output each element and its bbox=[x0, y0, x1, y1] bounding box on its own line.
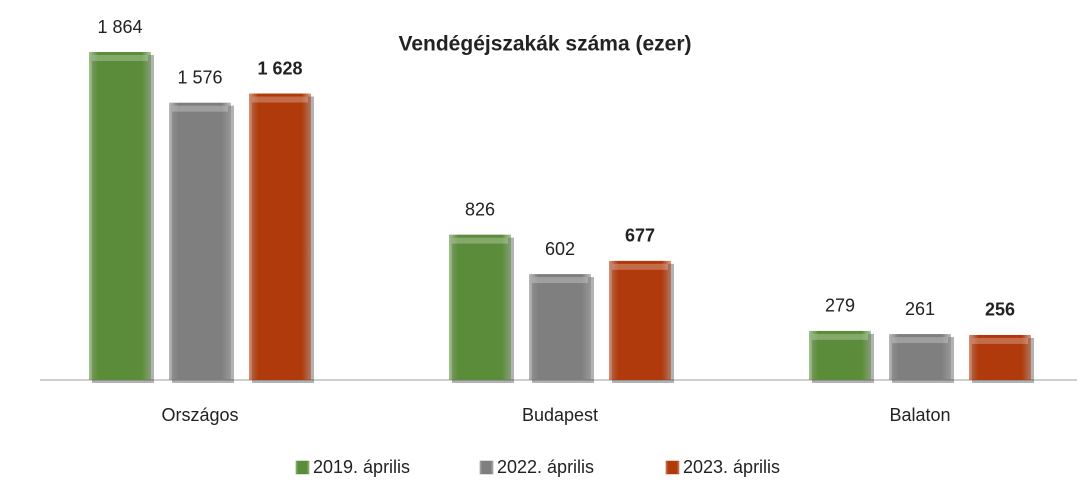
bar bbox=[449, 234, 511, 380]
data-label: 1 576 bbox=[177, 67, 222, 87]
x-tick-label: Budapest bbox=[522, 405, 598, 425]
chart-title: Vendégéjszakák száma (ezer) bbox=[399, 33, 692, 56]
x-tick-label: Országos bbox=[161, 405, 238, 425]
data-label: 256 bbox=[985, 300, 1015, 320]
bar bbox=[969, 334, 1031, 380]
bar bbox=[809, 330, 871, 380]
data-label: 1 864 bbox=[97, 17, 142, 37]
legend-label: 2022. április bbox=[497, 457, 594, 477]
bar-bevel bbox=[252, 96, 308, 103]
data-label: 677 bbox=[625, 226, 655, 246]
data-label: 279 bbox=[825, 296, 855, 316]
bar-bevel bbox=[452, 237, 508, 244]
data-label: 1 628 bbox=[257, 58, 302, 78]
data-label: 826 bbox=[465, 199, 495, 219]
bar bbox=[609, 260, 671, 380]
bar-bevel bbox=[612, 263, 668, 270]
bar bbox=[249, 93, 311, 381]
bar-bevel bbox=[972, 337, 1028, 344]
bar-bevel bbox=[532, 277, 588, 284]
data-label: 261 bbox=[905, 299, 935, 319]
x-tick-label: Balaton bbox=[889, 405, 950, 425]
bar bbox=[169, 102, 231, 381]
bar-bevel bbox=[892, 337, 948, 344]
bar-bevel bbox=[172, 105, 228, 112]
data-label: 602 bbox=[545, 239, 575, 259]
bar bbox=[89, 52, 151, 380]
legend-label: 2019. április bbox=[313, 457, 410, 477]
legend-swatch bbox=[665, 460, 680, 475]
bar bbox=[529, 274, 591, 380]
legend-swatch bbox=[295, 460, 310, 475]
bar-bevel bbox=[812, 333, 868, 340]
bar-bevel bbox=[92, 55, 148, 61]
bar bbox=[889, 334, 951, 380]
legend-swatch bbox=[479, 460, 494, 475]
legend-label: 2023. április bbox=[683, 457, 780, 477]
